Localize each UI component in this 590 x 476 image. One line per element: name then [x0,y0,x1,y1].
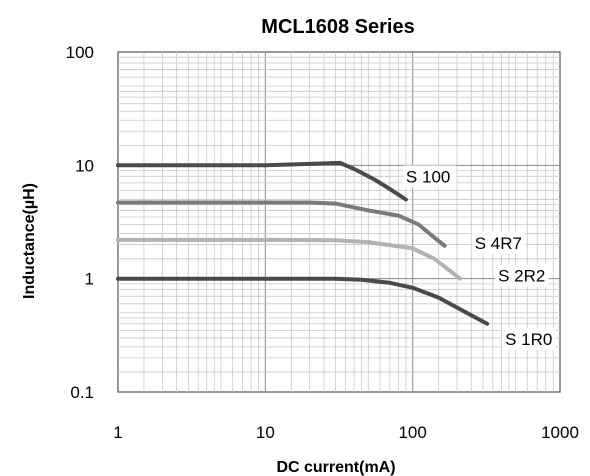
y-axis-title: Inductance(µH) [21,183,38,299]
series-label-0: S 100 [406,167,450,186]
y-tick-label: 100 [66,43,94,62]
series-label-1: S 4R7 [475,234,522,253]
y-tick-label: 0.1 [70,383,94,402]
series-label-bg-2 [495,264,549,287]
series-line-2 [116,237,463,281]
x-tick-label: 10 [256,423,275,442]
x-tick-label: 1000 [541,423,579,442]
series-label-3: S 1R0 [505,330,552,349]
series-label-2: S 2R2 [498,267,545,286]
x-tick-label: 100 [398,423,426,442]
series-line-3 [116,276,490,326]
series-label-bg-0 [402,165,457,188]
plot-frame [117,51,561,393]
plot-grid [117,51,561,393]
chart-title: MCL1608 Series [261,16,414,38]
series-line-1 [116,200,447,248]
series-labels: S 100 S 4R7 S 2R2 S 1R0 [402,165,556,350]
y-tick-label: 10 [75,156,94,175]
series-line-0 [116,160,408,202]
series-label-bg-3 [502,327,556,350]
series-label-bg-1 [471,231,526,254]
x-axis-title: DC current(mA) [276,459,395,476]
tick-labels: 1 10 100 1000 0.1 1 10 100 [66,43,579,442]
series-lines [116,160,490,326]
x-tick-label: 1 [113,423,122,442]
y-tick-label: 1 [85,270,94,289]
